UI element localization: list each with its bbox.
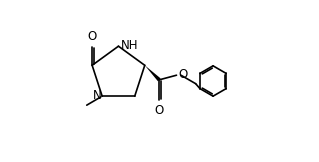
Text: N: N xyxy=(93,89,101,102)
Polygon shape xyxy=(145,65,161,81)
Text: O: O xyxy=(178,68,187,81)
Text: NH: NH xyxy=(121,39,138,52)
Text: O: O xyxy=(155,104,164,117)
Text: O: O xyxy=(87,30,97,43)
